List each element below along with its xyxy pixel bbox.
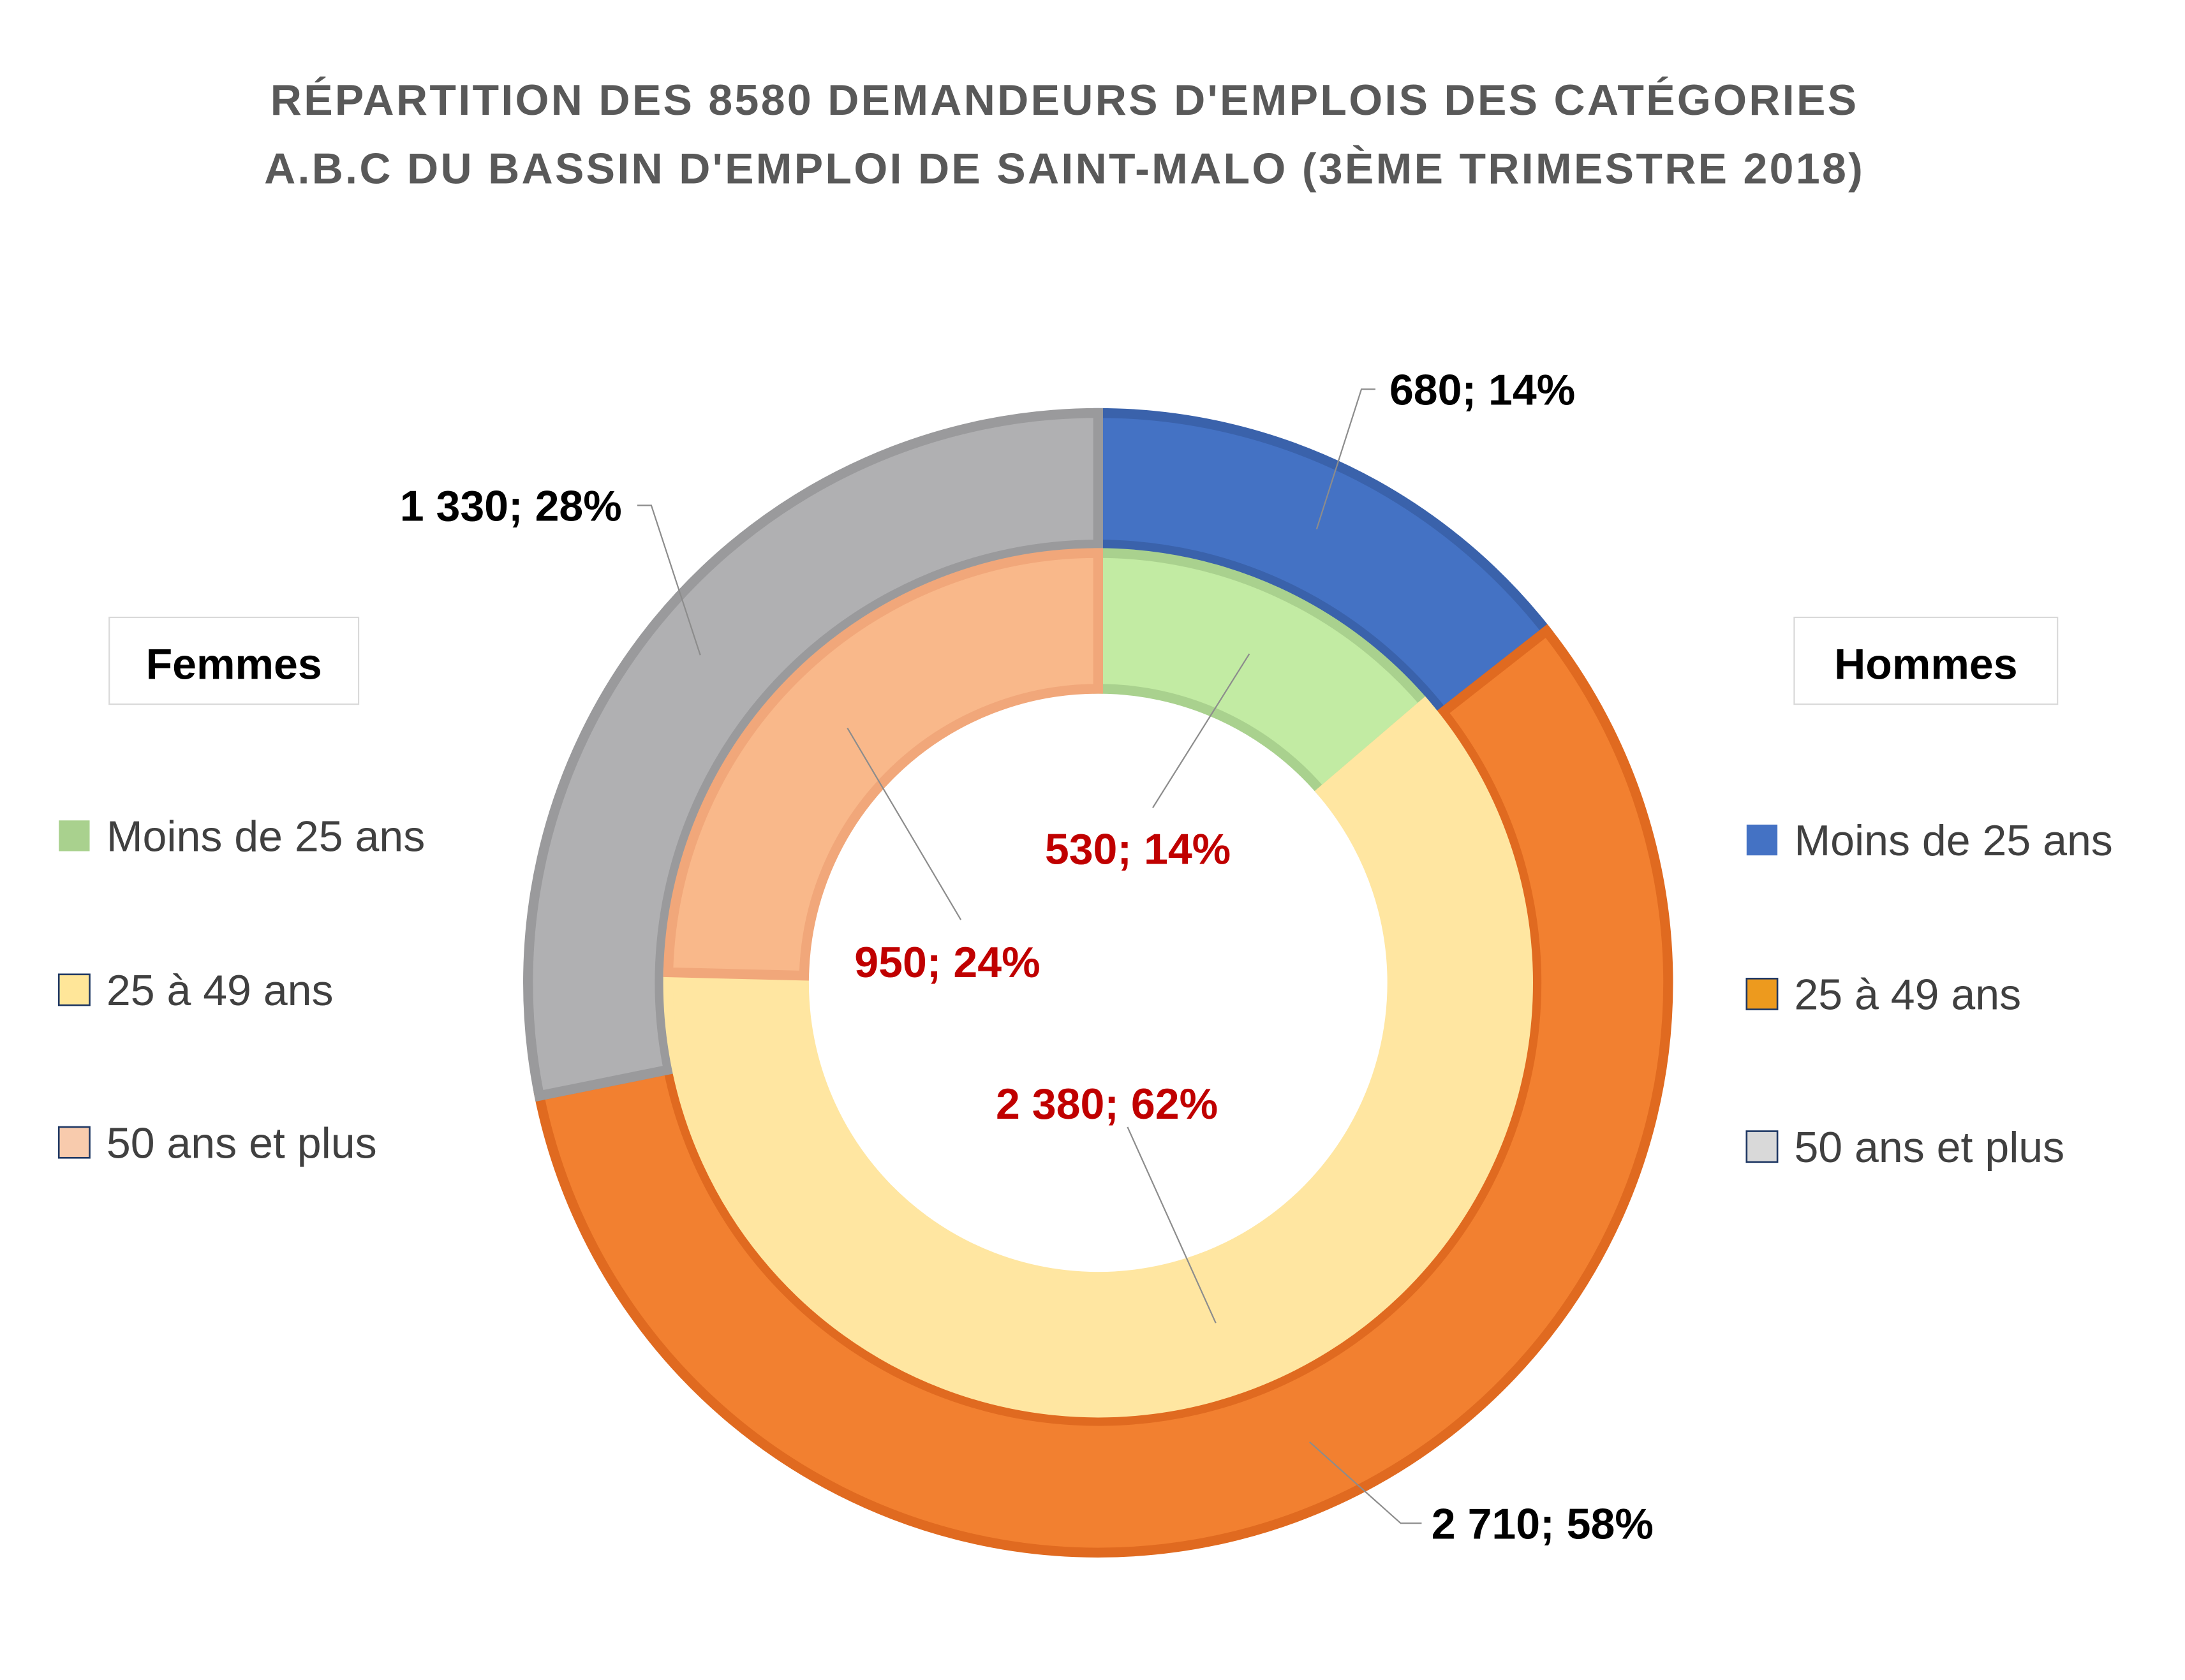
data-label-femmes-50plus: 950; 24% (854, 938, 1040, 987)
femmes-legend-swatch-25-49 (57, 973, 91, 1006)
femmes-legend-label-50plus: 50 ans et plus (107, 1119, 377, 1167)
hommes-legend-label-moins25: Moins de 25 ans (1794, 816, 2112, 865)
slice-hommes-50plus (523, 408, 1103, 1102)
data-label-femmes-25-49: 2 380; 62% (996, 1080, 1218, 1128)
leader-line-femmes-50plus (847, 727, 962, 920)
legend-header-femmes: Femmes (146, 640, 322, 689)
slice-hommes-25-49 (533, 624, 1673, 1558)
legend-header-hommes: Hommes (1834, 640, 2017, 689)
data-label-femmes-moins25: 530; 14% (1045, 825, 1231, 873)
leader-line-femmes-moins25 (1152, 653, 1250, 809)
legend-header-femmes-box (108, 616, 360, 705)
hommes-legend-label-25-49: 25 à 49 ans (1794, 971, 2021, 1019)
legend-header-hommes-box (1793, 616, 2059, 705)
leader-line-hommes-50plus (637, 505, 701, 656)
hommes-legend-swatch-25-49 (1745, 977, 1779, 1010)
hommes-legend-swatch-50plus (1745, 1130, 1779, 1163)
slice-femmes-25-49 (663, 696, 1533, 1418)
slice-femmes-50plus (663, 548, 1103, 981)
femmes-legend-swatch-moins25 (59, 820, 90, 851)
leader-line-hommes-25-49 (1309, 1441, 1422, 1524)
femmes-legend-swatch-50plus (57, 1126, 91, 1159)
femmes-legend-label-25-49: 25 à 49 ans (107, 966, 334, 1015)
chart-title-line-2: A.B.C DU BASSIN D'EMPLOI DE SAINT-MALO (… (264, 145, 1865, 193)
rings (523, 408, 1673, 1558)
femmes-legend-label-moins25: Moins de 25 ans (107, 813, 425, 861)
data-label-hommes-50plus: 1 330; 28% (400, 482, 622, 531)
leader-lines (637, 388, 1422, 1524)
hommes-legend-label-50plus: 50 ans et plus (1794, 1123, 2064, 1172)
data-label-hommes-25-49: 2 710; 58% (1432, 1499, 1654, 1548)
chart-title-line-1: RÉPARTITION DES 8580 DEMANDEURS D'EMPLOI… (270, 76, 1859, 124)
leader-line-femmes-25-49 (1127, 1126, 1217, 1323)
hommes-legend-swatch-moins25 (1746, 824, 1778, 856)
leader-line-hommes-moins25 (1315, 388, 1375, 530)
data-label-hommes-moins25: 680; 14% (1389, 365, 1575, 414)
